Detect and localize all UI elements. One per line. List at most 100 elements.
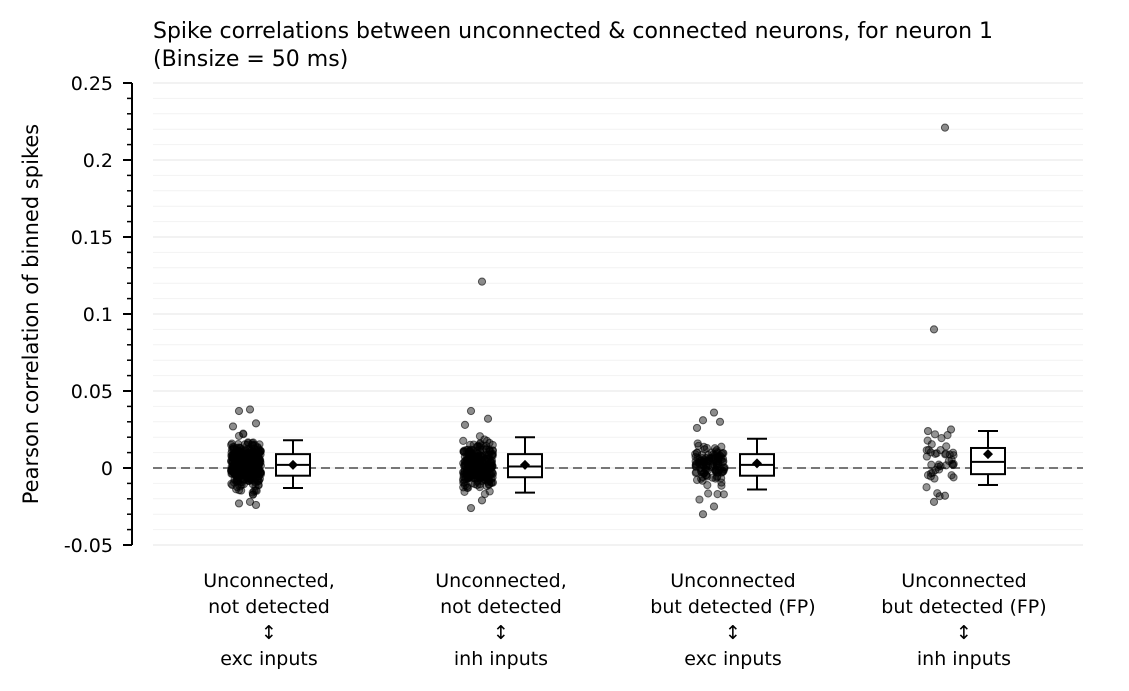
x-category-label: inh inputs [917,648,1011,670]
data-point [698,476,707,485]
outlier-point [234,406,244,416]
y-tick-label: 0 [101,458,113,480]
outlier-point [483,414,493,423]
outlier-point [234,499,244,508]
data-point [254,465,263,475]
outlier-point [946,425,956,434]
outlier-point [929,497,939,506]
data-point [948,448,958,457]
data-point [942,442,951,451]
outlier-point [251,500,261,510]
x-category-label: ↕ [493,622,509,644]
data-point [714,459,723,468]
outlier-point [698,416,708,425]
data-point [232,463,241,472]
data-point [231,448,240,457]
data-point [717,481,726,490]
outlier-point [940,123,950,132]
outlier-point [709,408,719,417]
data-point [237,480,246,490]
box-plots [275,430,1006,494]
outlier-point [477,496,487,505]
data-point [460,457,469,466]
mean-marker [752,458,762,469]
data-point [949,459,958,469]
data-point [467,448,477,457]
data-point [930,430,940,439]
y-tick-label: 0.2 [83,150,113,172]
data-point [947,471,956,480]
y-tick-label: 0.05 [71,381,113,403]
data-point [691,449,700,459]
data-point [485,487,494,496]
outlier-point [940,491,950,500]
data-point [468,479,477,488]
data-point [479,453,488,462]
x-category-label: not detected [440,596,562,618]
data-point [713,490,722,499]
data-point [695,495,704,504]
data-point [228,480,237,490]
outlier-point [460,420,470,429]
outlier-point [466,503,476,513]
data-point [459,447,468,456]
data-point [933,462,943,471]
x-category-label: exc inputs [220,648,318,670]
x-category-label: ↕ [261,622,277,644]
data-point [234,431,244,441]
data-point [704,489,713,498]
data-point [252,486,261,495]
outlier-point [245,405,255,414]
data-point [239,429,248,438]
data-point [244,444,253,453]
outlier-point [466,406,476,416]
data-point [705,454,714,464]
data-point [922,446,931,455]
mean-marker [983,449,993,460]
data-point [926,472,935,481]
data-point [460,487,469,497]
data-point [485,438,494,448]
scatter-points [226,123,958,519]
y-tick-label: 0.1 [83,304,113,326]
y-axis: -0.05 0 0.05 0.1 0.15 0.2 0.25 [64,73,133,557]
y-tick-label: -0.05 [64,535,113,557]
data-point [928,468,937,477]
y-tick-label: 0.15 [71,227,113,249]
data-point [484,461,493,470]
data-point [693,439,702,448]
x-category-label: Unconnected [670,570,795,592]
y-tick-label: 0.25 [71,73,113,95]
outlier-point [251,419,261,428]
outlier-point [709,502,719,511]
data-point [242,460,251,469]
data-point [463,483,472,492]
data-point [717,449,726,459]
data-point [465,469,474,479]
x-category-label: but detected (FP) [650,596,815,618]
mean-marker [288,459,298,470]
x-category-label: Unconnected, [203,570,334,592]
chart-title: Spike correlations between unconnected &… [153,19,993,44]
chart-subtitle: (Binsize = 50 ms) [153,47,348,72]
x-axis-labels: Unconnected, not detected ↕ exc inputs Uncon… [203,570,1046,670]
data-point [931,449,940,458]
data-point [475,474,484,483]
data-point [926,448,935,457]
mean-marker [520,459,530,470]
y-axis-label: Pearson correlation of binned spikes [19,124,43,504]
data-point [710,444,719,453]
data-point [488,478,498,487]
data-point [250,440,260,450]
x-category-label: not detected [208,596,330,618]
data-point [922,483,931,492]
x-category-label: Unconnected, [435,570,566,592]
x-category-label: inh inputs [454,648,548,670]
data-point [475,432,485,441]
outlier-point [228,422,238,431]
x-category-label: Unconnected [901,570,1026,592]
data-point [249,472,258,481]
data-point [475,445,485,454]
outlier-point [929,325,939,334]
